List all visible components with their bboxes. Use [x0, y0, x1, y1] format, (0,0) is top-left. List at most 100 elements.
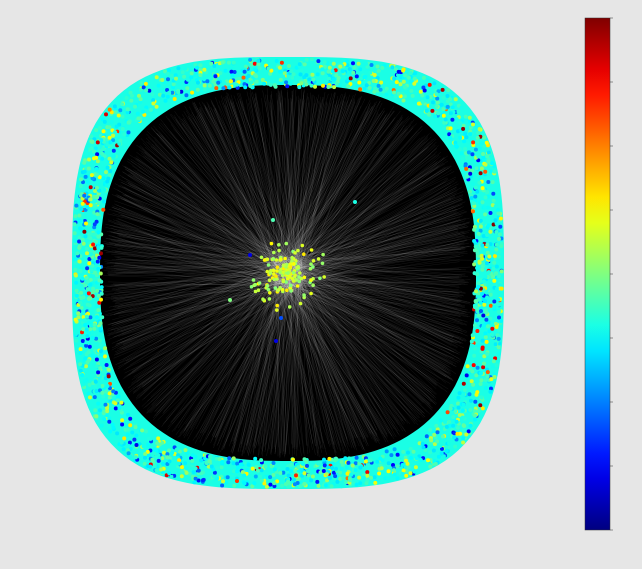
- node: [259, 458, 264, 463]
- node: [339, 484, 344, 489]
- node: [92, 225, 97, 230]
- node: [322, 457, 326, 462]
- node: [472, 262, 477, 267]
- node: [492, 260, 497, 265]
- node: [290, 75, 295, 80]
- node: [463, 146, 468, 151]
- node: [93, 379, 98, 384]
- node: [292, 482, 297, 487]
- node: [212, 64, 217, 68]
- node: [363, 459, 368, 464]
- node: [97, 188, 102, 193]
- node: [494, 271, 499, 276]
- node: [444, 424, 449, 429]
- node: [475, 365, 480, 370]
- node: [479, 357, 484, 362]
- node: [464, 166, 469, 171]
- node: [195, 65, 199, 70]
- node: [461, 428, 466, 433]
- node: [165, 455, 170, 460]
- node: [86, 291, 91, 296]
- node: [80, 237, 85, 242]
- node: [234, 82, 239, 87]
- node: [475, 266, 480, 270]
- node: [399, 454, 404, 459]
- node: [380, 65, 385, 70]
- node: [285, 271, 290, 276]
- node: [232, 483, 237, 488]
- node: [498, 283, 503, 288]
- node: [473, 413, 478, 418]
- node: [121, 447, 126, 452]
- node: [258, 474, 263, 479]
- node: [477, 127, 482, 131]
- node: [122, 132, 127, 137]
- node: [248, 253, 252, 257]
- node: [445, 99, 450, 104]
- node: [105, 384, 110, 388]
- node: [253, 474, 258, 479]
- node: [97, 338, 102, 343]
- node: [483, 335, 488, 340]
- node: [103, 402, 108, 407]
- node: [303, 78, 308, 83]
- node: [304, 73, 309, 78]
- node: [89, 173, 94, 178]
- node: [107, 173, 112, 178]
- node: [401, 67, 406, 72]
- node: [439, 102, 444, 107]
- node: [91, 286, 96, 291]
- node: [167, 448, 172, 453]
- node: [221, 479, 225, 484]
- node: [309, 57, 314, 62]
- node: [127, 440, 132, 445]
- node: [169, 474, 174, 479]
- node: [473, 244, 478, 249]
- node: [252, 481, 257, 486]
- node: [104, 183, 109, 188]
- node: [326, 69, 331, 74]
- node: [275, 269, 279, 273]
- node: [497, 274, 501, 279]
- node: [249, 80, 254, 85]
- node: [372, 475, 377, 480]
- node: [476, 284, 481, 289]
- node: [439, 451, 444, 456]
- node: [266, 287, 271, 292]
- node: [161, 462, 166, 466]
- node: [482, 361, 486, 366]
- node: [464, 373, 469, 378]
- node: [302, 293, 306, 297]
- node: [480, 264, 485, 269]
- node: [297, 275, 301, 279]
- node: [272, 250, 276, 255]
- node: [144, 429, 148, 434]
- node: [486, 180, 491, 184]
- node: [77, 218, 82, 223]
- node: [287, 275, 292, 279]
- node: [440, 87, 445, 92]
- node: [75, 251, 80, 256]
- node: [115, 398, 120, 403]
- node: [483, 386, 488, 390]
- node: [487, 254, 492, 259]
- node: [276, 288, 280, 293]
- node: [259, 468, 264, 473]
- node: [448, 135, 453, 140]
- node: [458, 121, 463, 126]
- node: [114, 132, 119, 137]
- node: [202, 83, 207, 88]
- node: [471, 201, 476, 206]
- node: [473, 185, 478, 190]
- node: [189, 71, 194, 76]
- node: [80, 196, 85, 201]
- node: [428, 464, 433, 469]
- node: [248, 57, 253, 62]
- node: [488, 242, 493, 247]
- node: [471, 140, 476, 145]
- node: [167, 68, 171, 73]
- node: [441, 95, 446, 100]
- node: [487, 329, 492, 334]
- node: [401, 468, 406, 473]
- node: [253, 282, 257, 287]
